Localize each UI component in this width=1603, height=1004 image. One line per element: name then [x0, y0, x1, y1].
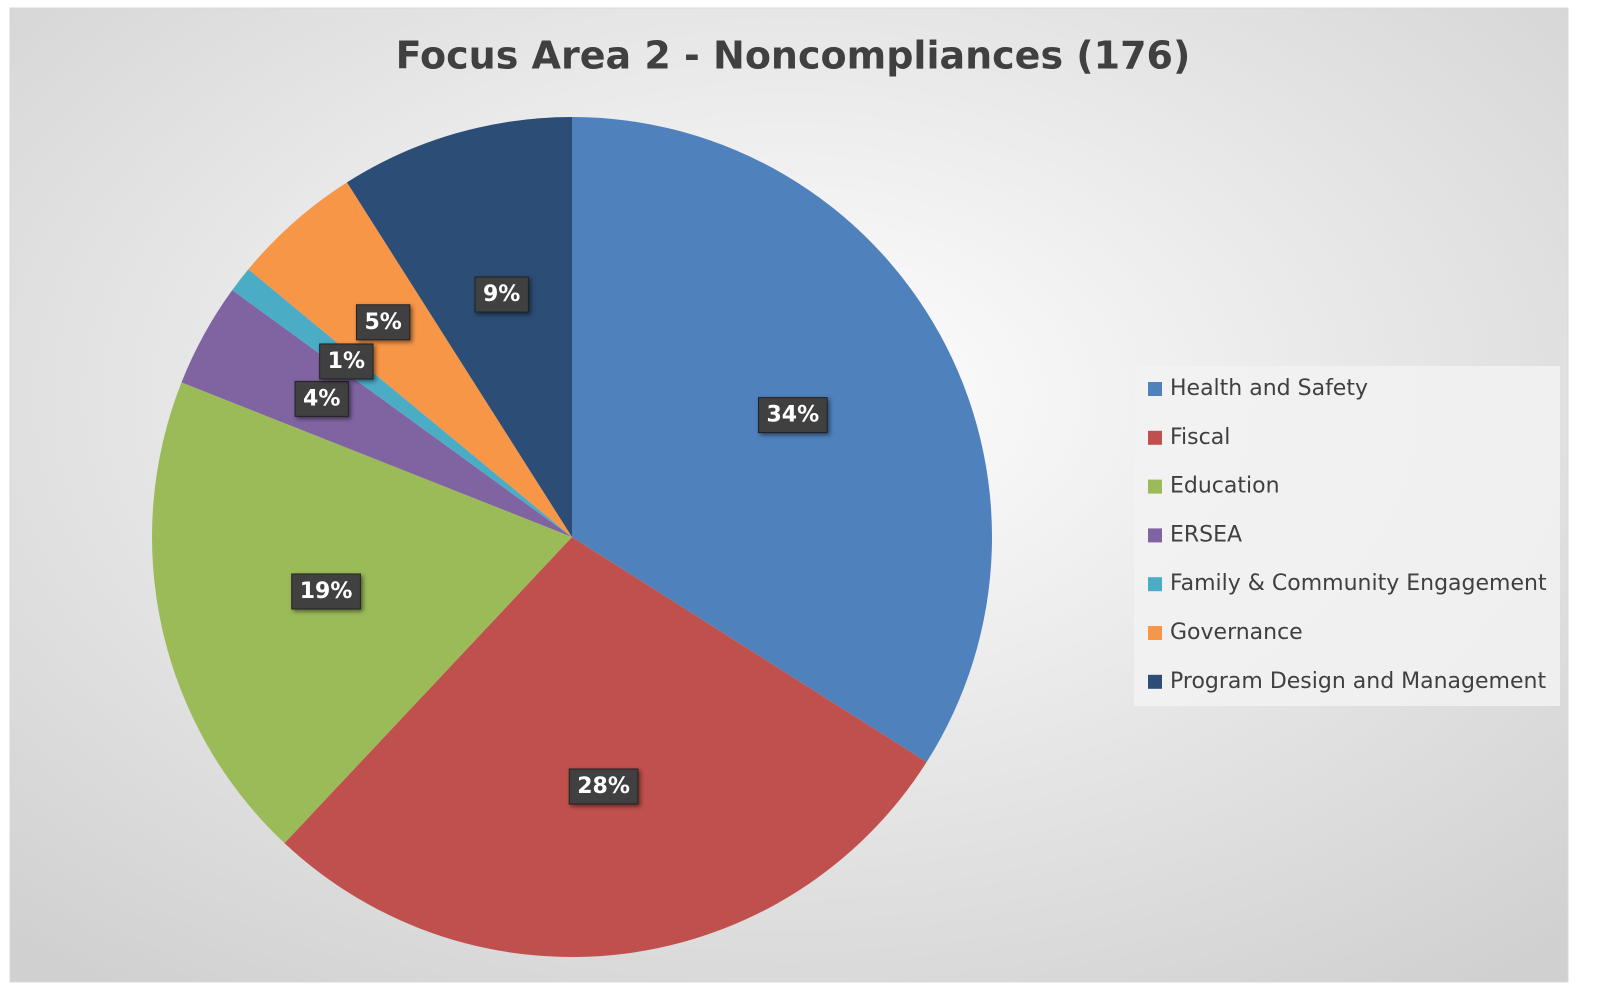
data-label-box [757, 397, 828, 434]
data-label: 5% [364, 310, 401, 335]
data-label: 4% [303, 386, 340, 411]
legend-label: Governance [1170, 620, 1303, 645]
data-label-box [319, 343, 374, 380]
legend-label: Program Design and Management [1170, 669, 1546, 694]
pie-slice [284, 537, 927, 957]
legend-label: ERSEA [1170, 522, 1242, 547]
legend-swatch [1148, 577, 1162, 592]
legend [1134, 366, 1560, 706]
legend-swatch [1148, 626, 1162, 640]
pie-slice [232, 269, 572, 537]
data-label: 9% [483, 282, 520, 307]
data-label-box [355, 304, 411, 341]
legend-label: Fiscal [1170, 425, 1230, 450]
legend-label: Education [1170, 474, 1280, 499]
legend-swatch [1148, 430, 1162, 445]
legend-label: Health and Safety [1170, 376, 1368, 401]
legend-swatch [1148, 479, 1162, 494]
pie-slice [572, 117, 993, 763]
data-label-box [291, 573, 361, 610]
pie-slice [181, 290, 572, 537]
data-label: 28% [577, 774, 630, 799]
legend-swatch [1148, 528, 1162, 543]
legend-swatch [1148, 382, 1162, 396]
data-label: 1% [328, 349, 365, 374]
legend-swatch [1148, 674, 1162, 689]
data-label: 19% [300, 579, 353, 604]
pie-slice [346, 116, 572, 537]
legend-label: Family & Community Engagement [1170, 571, 1547, 596]
data-label: 34% [766, 403, 819, 428]
chart-title: Focus Area 2 - Noncompliances (176) [396, 34, 1191, 78]
data-label-box [568, 768, 639, 805]
pie-slice [152, 382, 573, 844]
data-label-box [474, 276, 529, 313]
data-label-box [294, 380, 349, 417]
pie-slice [248, 182, 572, 538]
